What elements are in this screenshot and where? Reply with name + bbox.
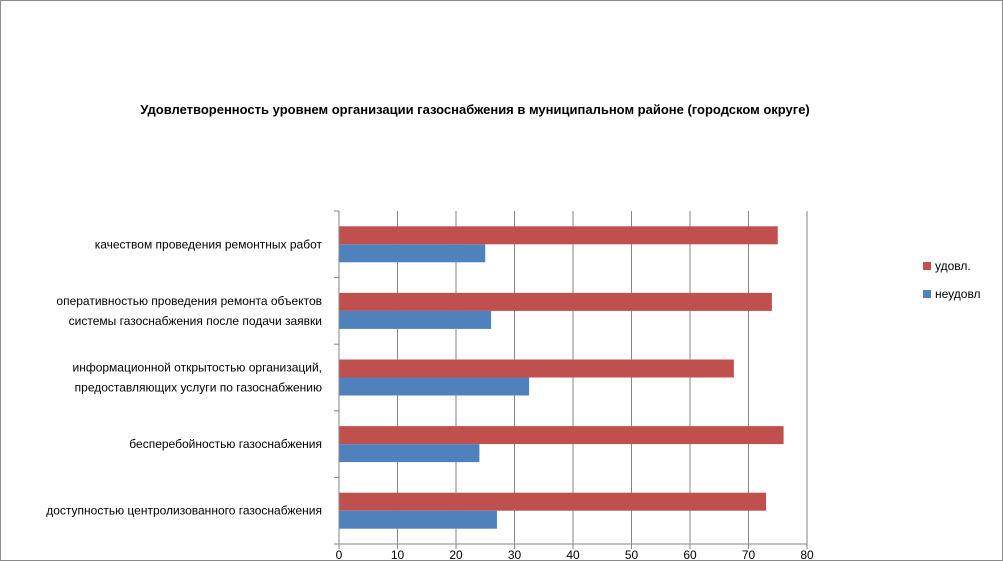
bar-satisfied — [339, 292, 772, 311]
bar-unsatisfied — [339, 444, 480, 463]
legend-label: удовл. — [935, 259, 971, 273]
legend: удовл. неудовл — [923, 259, 981, 301]
x-tick-label: 30 — [508, 548, 522, 562]
bar-unsatisfied — [339, 510, 497, 529]
bar-unsatisfied — [339, 377, 530, 396]
bar-satisfied — [339, 359, 734, 378]
bar-satisfied — [339, 426, 784, 445]
category-label: информационной открытостью организаций, — [72, 361, 322, 375]
bar-unsatisfied — [339, 244, 486, 263]
category-label: качеством проведения ремонтных работ — [95, 237, 323, 251]
bar-satisfied — [339, 492, 767, 511]
category-label: системы газоснабжения после подачи заявк… — [69, 314, 322, 328]
bar-unsatisfied — [339, 310, 492, 329]
x-tick-labels: 0 10 20 30 40 50 60 70 80 — [336, 548, 814, 562]
legend-label: неудовл — [935, 287, 981, 301]
legend-swatch — [923, 262, 931, 270]
category-labels: качеством проведения ремонтных работ опер… — [46, 237, 322, 517]
category-label: бесперебойностью газоснабжения — [129, 437, 322, 451]
chart-title: Удовлетворенность уровнем организации га… — [140, 102, 810, 117]
category-label: оперативностью проведения ремонта объект… — [56, 294, 322, 308]
x-tick-label: 0 — [336, 548, 343, 562]
bar-satisfied — [339, 226, 778, 245]
legend-swatch — [923, 290, 931, 298]
x-tick-label: 60 — [683, 548, 697, 562]
category-label: предоставляющих услуги по газоснабжению — [75, 381, 322, 395]
x-tick-label: 80 — [800, 548, 814, 562]
x-tick-label: 20 — [449, 548, 463, 562]
x-tick-label: 70 — [742, 548, 756, 562]
bars — [339, 226, 784, 529]
x-tick-label: 40 — [566, 548, 580, 562]
category-label: доступностью центролизованного газоснабж… — [46, 504, 322, 518]
axes — [334, 210, 808, 549]
x-tick-label: 10 — [391, 548, 405, 562]
x-tick-label: 50 — [625, 548, 639, 562]
